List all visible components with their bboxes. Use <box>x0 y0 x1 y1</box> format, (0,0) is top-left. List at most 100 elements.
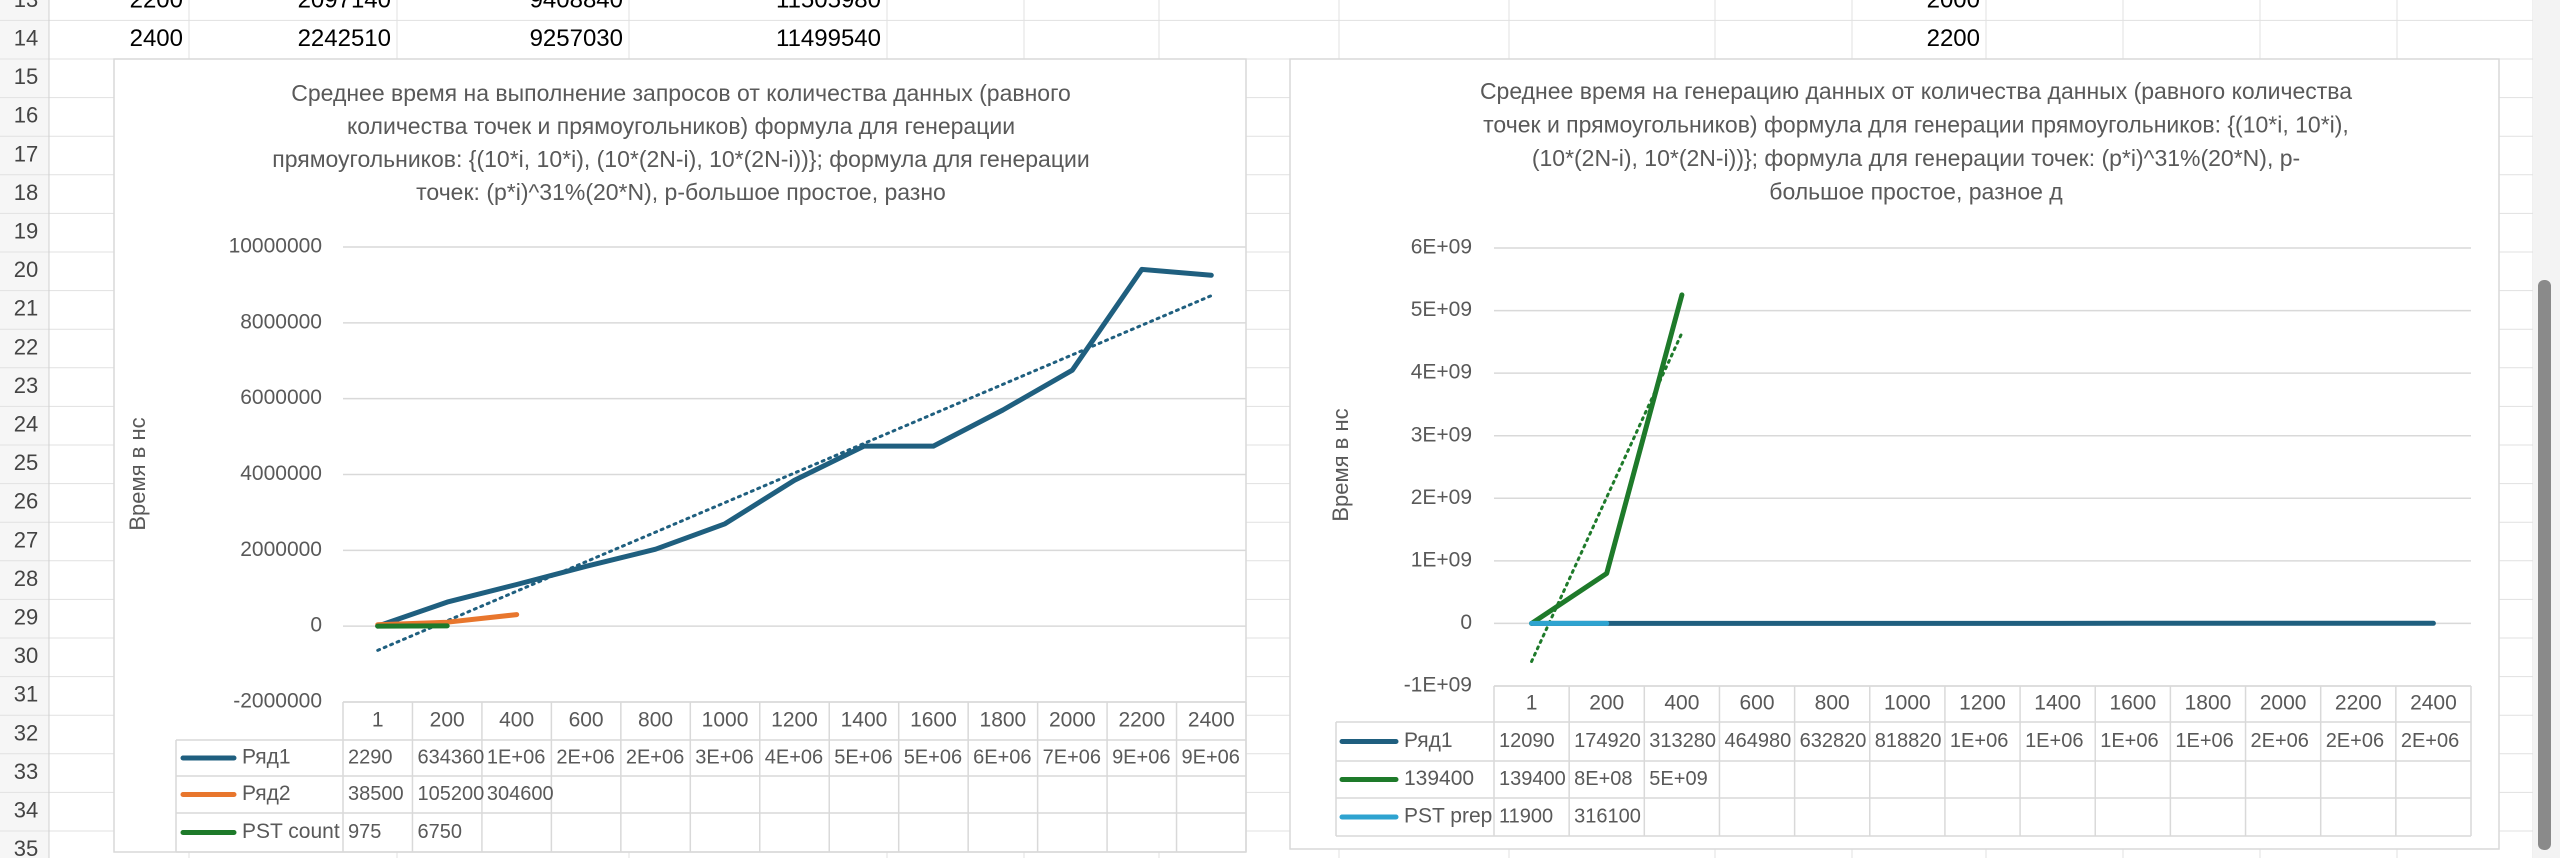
x-tick-label: 1200 <box>1959 692 2006 715</box>
row-header[interactable]: 23 <box>14 373 38 398</box>
data-table-value: 5E+09 <box>1649 768 1707 790</box>
row-header[interactable]: 26 <box>14 489 38 514</box>
data-table-value: 304600 <box>487 783 554 805</box>
data-table-value: 1E+06 <box>2100 730 2158 752</box>
data-table-value: 1E+06 <box>2025 730 2083 752</box>
row-header[interactable]: 13 <box>14 0 38 12</box>
chart-area[interactable] <box>1289 58 2500 850</box>
y-tick-label: 6E+09 <box>1411 236 1472 259</box>
y-tick-label: 4E+09 <box>1411 361 1472 384</box>
y-tick-label: 1E+09 <box>1411 548 1472 571</box>
data-table-value: 8E+08 <box>1574 768 1632 790</box>
trendline <box>376 294 1213 652</box>
x-tick-label: 2400 <box>1188 709 1235 732</box>
x-tick-label: 1600 <box>910 709 957 732</box>
chart-title: (10*(2N-i), 10*(2N-i))}; формула для ген… <box>1532 145 2300 171</box>
row-header[interactable]: 27 <box>14 527 38 552</box>
y-tick-label: 5E+09 <box>1411 298 1472 321</box>
y-tick-label: 0 <box>1460 611 1472 634</box>
x-tick-label: 2200 <box>2335 692 2382 715</box>
cell[interactable]: 2097140 <box>298 0 391 13</box>
data-table-value: 5E+06 <box>834 746 892 768</box>
cell[interactable]: 9257030 <box>530 25 623 52</box>
data-table-value: 2E+06 <box>556 746 614 768</box>
data-table-value: 2E+06 <box>2251 730 2309 752</box>
chart-title: Среднее время на выполнение запросов от … <box>291 80 1071 106</box>
row-header[interactable]: 32 <box>14 720 38 745</box>
chart-title: точек: (p*i)^31%(20*N), p-большое просто… <box>416 179 946 205</box>
data-table-value: 5E+06 <box>904 746 962 768</box>
scrollbar-thumb[interactable] <box>2538 280 2551 850</box>
y-tick-label: -2000000 <box>233 690 322 713</box>
legend-label: Ряд1 <box>242 746 291 769</box>
x-tick-label: 200 <box>430 709 465 732</box>
legend-label: Ряд2 <box>242 782 291 805</box>
row-header[interactable]: 35 <box>14 836 38 858</box>
cell[interactable]: 2200 <box>1927 25 1980 52</box>
data-table-value: 313280 <box>1649 730 1716 752</box>
data-table-value: 2E+06 <box>2401 730 2459 752</box>
y-axis-title: Время в нс <box>125 417 150 530</box>
row-header[interactable]: 33 <box>14 759 38 784</box>
data-table-value: 2290 <box>348 746 393 768</box>
row-header[interactable]: 15 <box>14 64 38 89</box>
y-tick-label: 8000000 <box>240 310 322 333</box>
row-header[interactable]: 34 <box>14 798 38 823</box>
row-header[interactable]: 20 <box>14 257 38 282</box>
x-tick-label: 1000 <box>702 709 749 732</box>
cell[interactable]: 11499540 <box>776 25 881 52</box>
x-tick-label: 400 <box>499 709 534 732</box>
x-tick-label: 1800 <box>980 709 1027 732</box>
x-tick-label: 1400 <box>2034 692 2081 715</box>
data-table-value: 9E+06 <box>1112 746 1170 768</box>
chart-title: Среднее время на генерацию данных от кол… <box>1480 78 2352 104</box>
row-header[interactable]: 16 <box>14 103 38 128</box>
y-tick-label: 4000000 <box>240 462 322 485</box>
row-header[interactable]: 14 <box>14 26 38 51</box>
y-tick-label: 0 <box>310 614 322 637</box>
chart-area[interactable] <box>113 58 1247 853</box>
data-table-value: 632820 <box>1800 730 1867 752</box>
data-table-value: 1E+06 <box>1950 730 2008 752</box>
row-header[interactable]: 21 <box>14 296 38 321</box>
x-tick-label: 200 <box>1589 692 1624 715</box>
data-table-value: 316100 <box>1574 805 1641 827</box>
data-table-value: 12090 <box>1499 730 1555 752</box>
row-header[interactable]: 25 <box>14 450 38 475</box>
y-tick-label: 2E+09 <box>1411 486 1472 509</box>
row-header[interactable]: 22 <box>14 334 38 359</box>
x-tick-label: 1600 <box>2109 692 2156 715</box>
legend-label: 139400 <box>1404 767 1474 790</box>
cell[interactable]: 2200 <box>130 0 183 13</box>
x-tick-label: 2000 <box>2260 692 2307 715</box>
x-tick-label: 1800 <box>2185 692 2232 715</box>
data-table-value: 105200 <box>417 783 484 805</box>
series-line <box>375 266 1214 629</box>
cell[interactable]: 11505980 <box>776 0 881 13</box>
row-header[interactable]: 24 <box>14 412 38 437</box>
cell[interactable]: 2242510 <box>298 25 391 52</box>
row-header[interactable]: 17 <box>14 141 38 166</box>
cell[interactable]: 2000 <box>1927 0 1980 13</box>
series-line <box>1529 292 1685 626</box>
row-header[interactable]: 30 <box>14 643 38 668</box>
x-tick-label: 600 <box>1740 692 1775 715</box>
chart-title: количества точек и прямоугольников) форм… <box>347 113 1015 139</box>
legend-label: Ряд1 <box>1404 729 1453 752</box>
data-table-value: 6750 <box>417 821 462 843</box>
legend-label: PST prep <box>1404 805 1492 828</box>
row-header[interactable]: 31 <box>14 682 38 707</box>
legend-label: PST count <box>242 820 340 843</box>
x-tick-label: 2200 <box>1118 709 1165 732</box>
cell[interactable]: 2400 <box>130 25 183 52</box>
data-table-value: 1E+06 <box>2175 730 2233 752</box>
row-header[interactable]: 28 <box>14 566 38 591</box>
row-header[interactable]: 29 <box>14 605 38 630</box>
data-table-value: 2E+06 <box>2326 730 2384 752</box>
row-header[interactable]: 18 <box>14 180 38 205</box>
cell[interactable]: 9408840 <box>530 0 623 13</box>
x-tick-label: 2400 <box>2410 692 2457 715</box>
row-header[interactable]: 19 <box>14 219 38 244</box>
